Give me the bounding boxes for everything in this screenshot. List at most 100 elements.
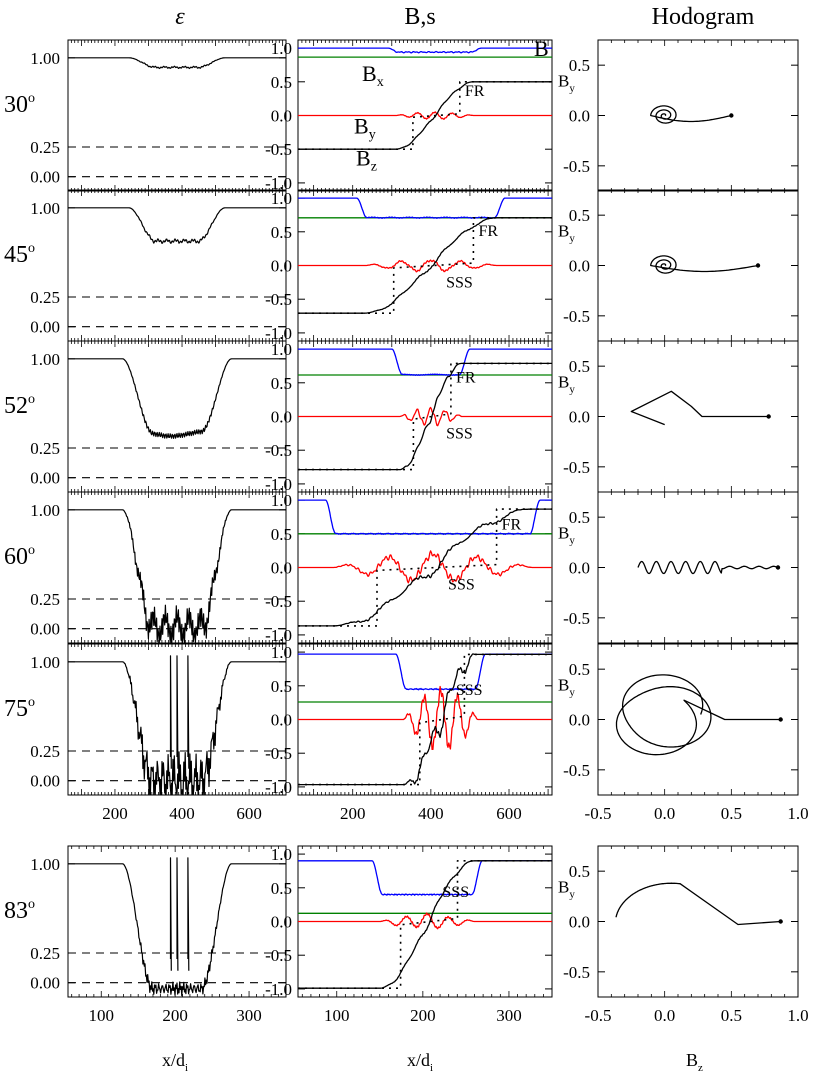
hodo-xtick-label: 0.5 [721, 804, 742, 823]
hodo-frame [597, 39, 799, 192]
angle-label-60: 60o [4, 543, 35, 570]
eps-frame [67, 189, 287, 342]
degree-mark: o [28, 91, 35, 106]
bs-ytick-label: 1.0 [271, 643, 292, 662]
angle-label-text: 30o [4, 91, 35, 118]
eps-curve-83 [68, 863, 286, 997]
angle-label-text: 83o [4, 897, 35, 924]
eps-ytick-label: 1.00 [30, 653, 60, 672]
hodo-ylabel-main: B [558, 523, 569, 542]
angle-value: 52 [4, 393, 28, 419]
x-tick-label: 600 [496, 804, 522, 823]
b-mag-line-75 [298, 653, 552, 691]
bz-label-main: B [356, 145, 371, 170]
bs-ytick-label: 0.0 [271, 107, 292, 126]
hodo-xtick-label: 0.0 [654, 1006, 675, 1025]
hodo-ytick-label: -0.5 [563, 963, 590, 982]
angle-label-text: 75o [4, 695, 35, 722]
eps-ytick-label: 1.00 [30, 350, 60, 369]
hodo-ylabel-text: By [558, 523, 575, 546]
bs-ytick-label: 0.0 [271, 711, 292, 730]
x-axis-label-hodo-main: B [686, 1050, 698, 1070]
x-axis-label-eps-text: x/di [162, 1050, 188, 1074]
hodo-ylabel: By [558, 877, 575, 900]
hodo-panel-83: -0.5 0.0 0.5By [558, 845, 799, 998]
bs-label-fr: FR [478, 223, 498, 240]
eps-ytick-label: 0.25 [30, 288, 60, 307]
hodo-xtick-label: 0.0 [654, 804, 675, 823]
eps-curve-45 [68, 207, 286, 244]
hodo-ytick-label: -0.5 [563, 458, 590, 477]
x-tick-label: 100 [89, 1006, 115, 1025]
hodo-ylabel-sub: y [569, 534, 575, 546]
hodo-ytick-label: 0.0 [569, 559, 590, 578]
bs-ytick-label: -1.0 [265, 626, 292, 645]
b-mag-line-30 [298, 47, 552, 54]
by-line-45 [298, 259, 552, 273]
hodo-ylabel-text: By [558, 675, 575, 698]
eps-ytick-label: 1.00 [30, 199, 60, 218]
by-line-60 [298, 550, 552, 584]
x-tick-label: 200 [410, 1006, 436, 1025]
bz-line-83 [298, 860, 552, 989]
hodo-ytick-label: -0.5 [563, 761, 590, 780]
hodo-panel-45: -0.5 0.0 0.5By [558, 189, 799, 342]
angle-value: 45 [4, 242, 28, 268]
hodo-xtick-label: -0.5 [585, 804, 612, 823]
eps-ytick-label: 1.00 [30, 49, 60, 68]
b-mag-line-52 [298, 348, 552, 376]
bs-ytick-label: -0.5 [265, 946, 292, 965]
hodo-ylabel-sub: y [569, 82, 575, 94]
eps-ytick-label: 0.25 [30, 742, 60, 761]
degree-mark: o [28, 897, 35, 912]
eps-ytick-label: 0.00 [30, 974, 60, 993]
x-tick-label: 600 [236, 804, 262, 823]
eps-spike-0 [169, 655, 172, 769]
x-axis-label-eps-sub: i [185, 1062, 188, 1074]
hodo-ytick-label: 0.0 [569, 913, 590, 932]
eps-spike-2 [187, 857, 190, 971]
bs-ytick-label: -1.0 [265, 174, 292, 193]
hodo-ylabel-main: B [558, 221, 569, 240]
angle-label-45: 45o [4, 241, 35, 268]
hodo-ylabel-sub: y [569, 232, 575, 244]
s-step-line-83 [298, 860, 552, 989]
by-line-52 [298, 406, 552, 427]
bs-ytick-label: -1.0 [265, 980, 292, 999]
eps-ytick-label: 0.00 [30, 620, 60, 639]
eps-frame [67, 643, 287, 796]
x-tick-label: 100 [324, 1006, 350, 1025]
hodo-ylabel: By [558, 221, 575, 244]
x-axis-label-eps-main: x/d [162, 1050, 185, 1070]
bx-label: Bx [362, 61, 384, 90]
x-axis-label-eps: x/di [162, 1050, 188, 1074]
by-label-sub: y [369, 128, 376, 143]
angle-label-52: 52o [4, 392, 35, 419]
bs-label-fr: FR [502, 517, 522, 534]
eps-panel-52: 0.00 0.25 1.00 52o [4, 340, 287, 493]
x-axis-label-bs-main: x/d [407, 1050, 430, 1070]
eps-ytick-label: 0.25 [30, 439, 60, 458]
eps-ytick-label: 0.00 [30, 318, 60, 337]
bs-label-fr: FR [456, 370, 476, 387]
hodo-ylabel: By [558, 71, 575, 94]
by-label-main: B [354, 114, 369, 139]
eps-spike-1 [176, 655, 179, 769]
b-mag-line-60 [298, 499, 552, 536]
bs-ytick-label: 0.5 [271, 223, 292, 242]
eps-panel-30: 0.00 0.25 1.00 30o [4, 39, 287, 192]
bs-ytick-label: -1.0 [265, 778, 292, 797]
hodo-ylabel-sub: y [569, 888, 575, 900]
bx-label-sub: x [377, 75, 384, 90]
b-mag-line-83 [298, 860, 552, 896]
b-mag-label-text: B [534, 36, 549, 61]
bs-ytick-label: 1.0 [271, 340, 292, 359]
eps-ytick-label: 0.00 [30, 168, 60, 187]
hodo-ylabel-main: B [558, 71, 569, 90]
eps-frame [67, 340, 287, 493]
hodo-panel-60: -0.5 0.0 0.5By [558, 491, 799, 644]
x-axis-label-bs-sub: i [430, 1062, 433, 1074]
x-axis-label-hodo: Bz [686, 1050, 703, 1074]
bs-ytick-label: 0.0 [271, 913, 292, 932]
